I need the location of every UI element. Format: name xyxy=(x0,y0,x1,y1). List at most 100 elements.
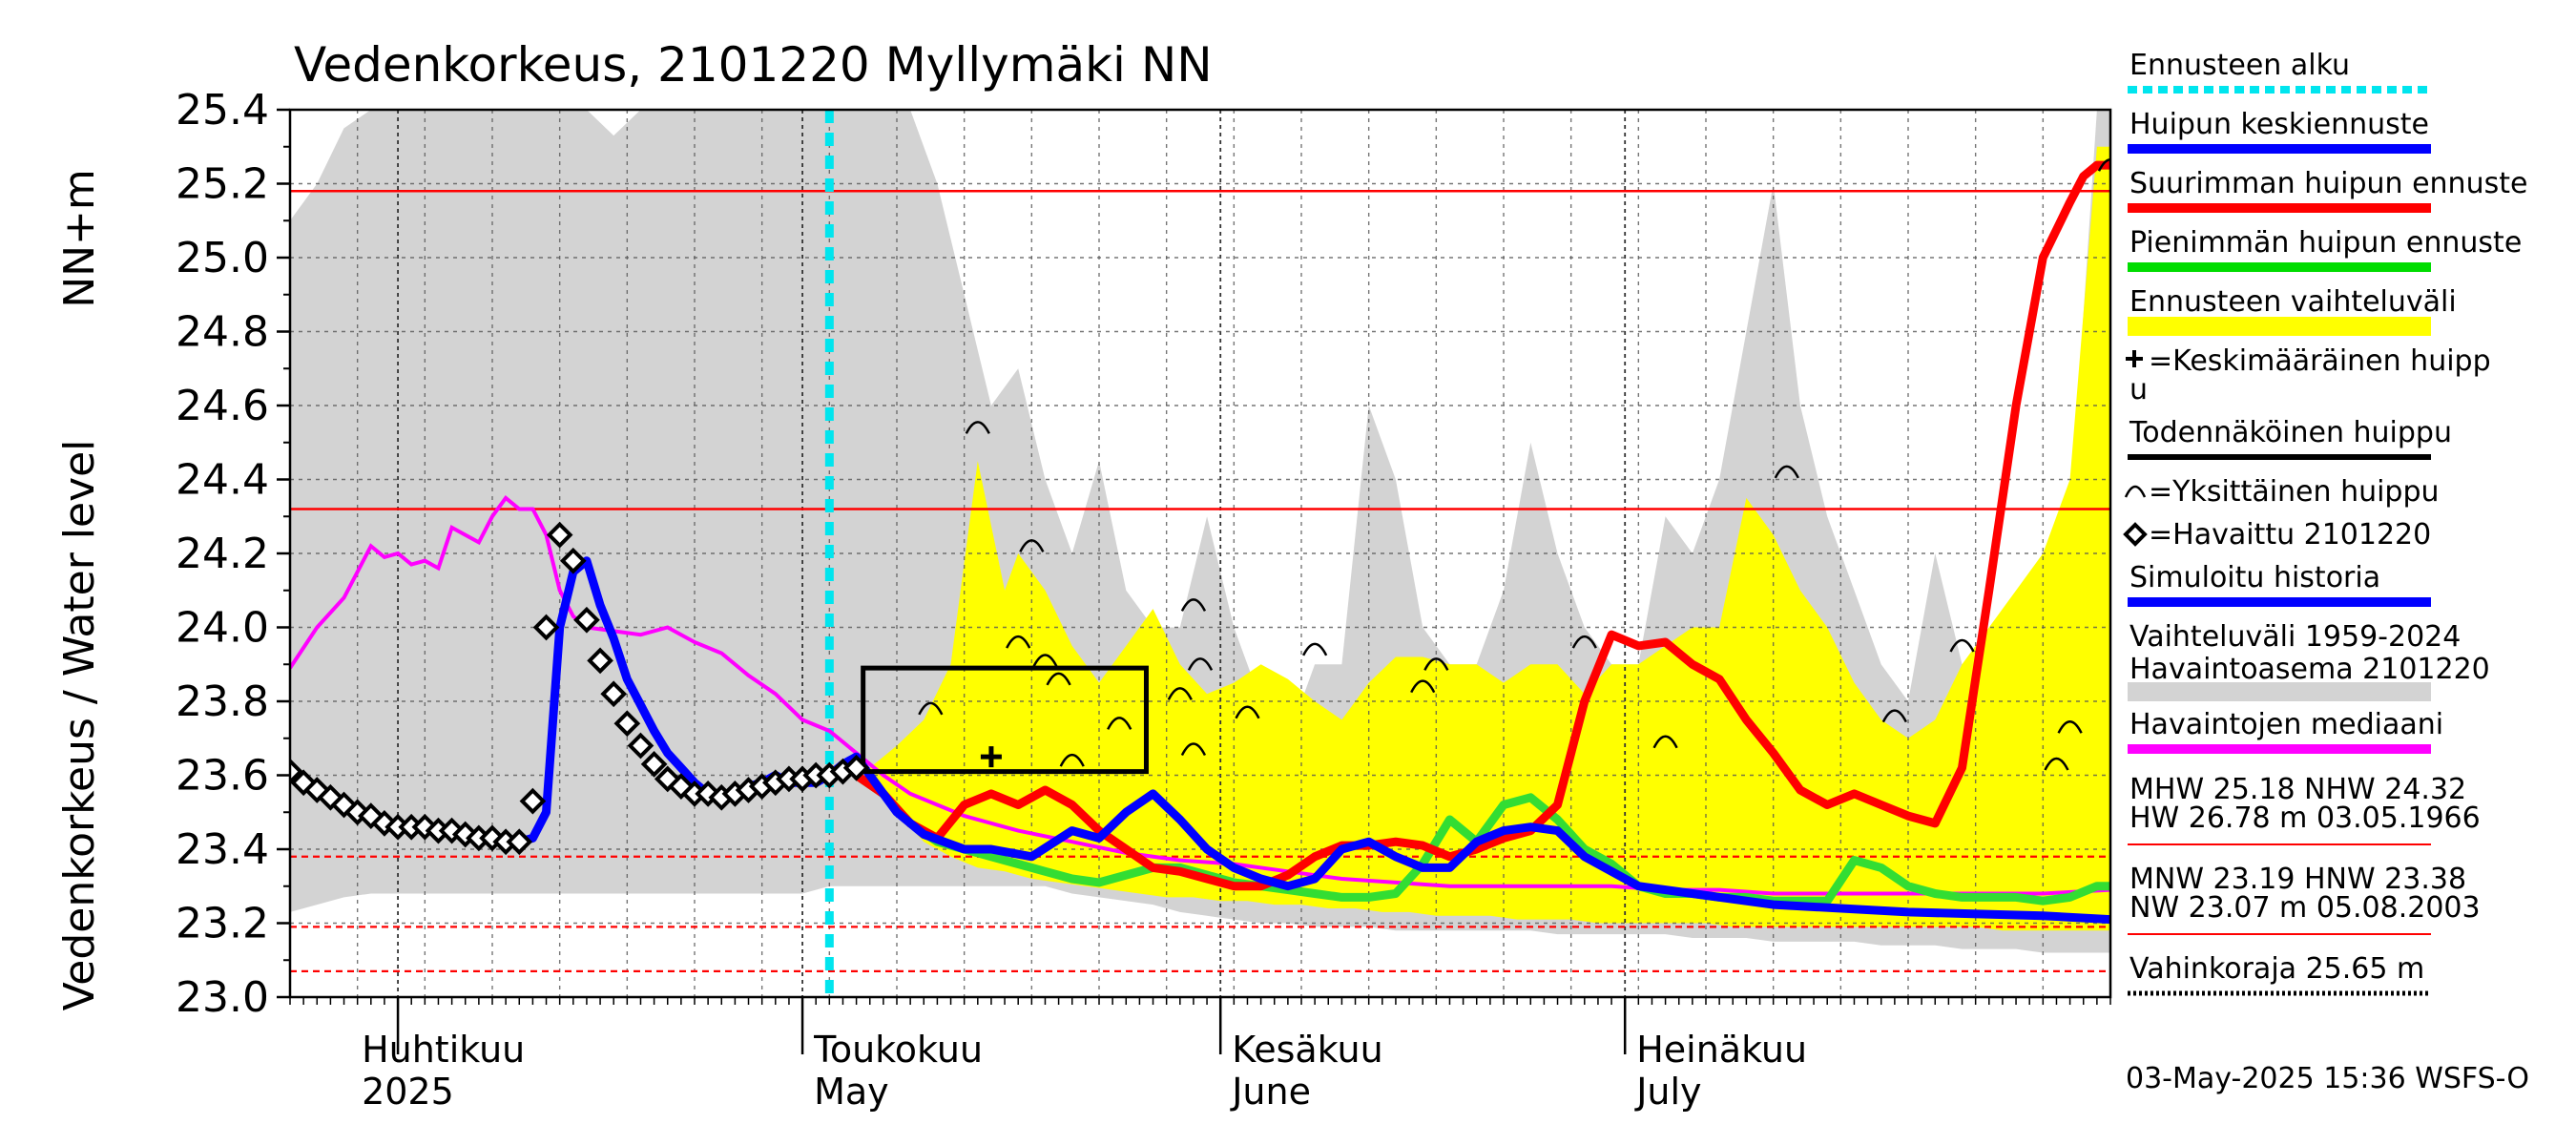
single-peak-marker xyxy=(1180,598,1207,612)
observed-point xyxy=(506,828,533,856)
observed-point xyxy=(290,758,303,785)
legend-label: Vaihteluväli 1959-2024 xyxy=(2129,620,2461,654)
plot-area xyxy=(290,110,2110,997)
legend-label: Pienimmän huipun ennuste xyxy=(2129,226,2522,260)
min-peak-forecast-line xyxy=(854,771,2110,906)
legend-label: =Keskimääräinen huipp xyxy=(2149,344,2491,378)
observed-point xyxy=(546,521,573,549)
y-tick-label: 23.2 xyxy=(176,900,269,948)
y-tick-label: 23.6 xyxy=(176,752,269,801)
legend-swatch xyxy=(2128,682,2431,701)
y-tick-label: 24.8 xyxy=(176,308,269,357)
footer-timestamp: 03-May-2025 15:36 WSFS-O xyxy=(2126,1062,2529,1095)
observed-point xyxy=(532,614,560,641)
y-tick-label: 25.4 xyxy=(176,86,269,135)
observed-point xyxy=(600,680,628,708)
single-peak-marker xyxy=(1949,638,1975,653)
single-peak-marker xyxy=(1187,657,1214,671)
single-peak-marker xyxy=(1571,635,1597,649)
x-month-sublabel: July xyxy=(1634,1071,1701,1113)
legend-label: =Havaittu 2101220 xyxy=(2149,518,2431,552)
y-tick-label: 24.2 xyxy=(176,530,269,578)
legend-item: =Yksittäinen huippu xyxy=(2124,475,2440,509)
legend-label: Ennusteen vaihteluväli xyxy=(2129,285,2457,319)
legend-item: =Keskimääräinen huippu xyxy=(2126,344,2491,406)
legend-item: Pienimmän huipun ennuste xyxy=(2128,226,2522,272)
stats-line: MHW 25.18 NHW 24.32 xyxy=(2129,773,2466,806)
legend-label: =Yksittäinen huippu xyxy=(2149,475,2440,509)
x-month-label: Toukokuu xyxy=(813,1029,983,1071)
legend-label-continued: Havaintoasema 2101220 xyxy=(2129,653,2490,686)
axes: 23.0 23.2 23.4 23.6 23.8 24.0 24.2 24.4 24.6 24.8… xyxy=(176,86,2112,1113)
observed-point xyxy=(573,606,600,634)
x-month-label: Kesäkuu xyxy=(1232,1029,1383,1071)
single-peak-marker xyxy=(1774,465,1799,479)
y-tick-label: 23.4 xyxy=(176,825,269,874)
legend-label: Suurimman huipun ennuste xyxy=(2129,167,2527,200)
single-peak-marker xyxy=(965,421,990,434)
legend-label: Huipun keskiennuste xyxy=(2129,108,2429,141)
legend-symbol-diamond xyxy=(2123,522,2148,547)
observed-point xyxy=(519,787,547,815)
legend-label: Simuloitu historia xyxy=(2129,561,2380,594)
legend-symbol-plus xyxy=(2126,350,2143,367)
legend-label: Todennäköinen huippu xyxy=(2129,416,2452,449)
y-tick-label: 25.0 xyxy=(176,234,269,282)
probable-peak-box xyxy=(861,665,1149,775)
simulated-history-line xyxy=(518,556,2110,925)
single-peak-marker xyxy=(2057,720,2083,734)
y-axis-label: Vedenkorkeus / Water level xyxy=(55,440,104,1011)
legend-item: Ennusteen vaihteluväli xyxy=(2128,285,2457,336)
single-peak-marker xyxy=(918,701,944,716)
y-tick-label: 23.0 xyxy=(176,973,269,1022)
legend-swatch xyxy=(2128,317,2431,336)
legend-item: Suurimman huipun ennuste xyxy=(2128,167,2527,213)
legend-item: Vaihteluväli 1959-2024 Havaintoasema 210… xyxy=(2128,620,2490,701)
y-tick-label: 23.8 xyxy=(176,677,269,726)
observed-point xyxy=(842,754,870,781)
y-tick-label: 24.4 xyxy=(176,456,269,505)
observed-point xyxy=(627,732,654,760)
single-peak-marker xyxy=(1423,657,1449,671)
legend-item: Huipun keskiennuste xyxy=(2128,108,2431,154)
single-peak-marker xyxy=(1410,679,1436,694)
legend: Ennusteen alku Huipun keskiennuste Suurimm… xyxy=(2123,49,2527,996)
single-peak-marker xyxy=(1180,742,1207,757)
stats-line: NW 23.07 m 05.08.2003 xyxy=(2129,891,2481,925)
y-tick-label: 25.2 xyxy=(176,160,269,209)
single-peak-marker xyxy=(1046,672,1071,686)
legend-label-continued: u xyxy=(2129,373,2148,406)
single-peak-marker xyxy=(1652,735,1678,749)
single-peak-marker xyxy=(1235,705,1260,719)
single-peak-marker xyxy=(1032,654,1058,668)
legend-item: Havaintojen mediaani xyxy=(2128,708,2443,754)
legend-item: Todennäköinen huippu xyxy=(2128,416,2452,460)
single-peak-marker xyxy=(2044,757,2069,771)
single-peak-marker xyxy=(2097,158,2110,172)
legend-label: Havaintojen mediaani xyxy=(2129,708,2443,741)
max-peak-forecast-line xyxy=(854,160,2110,891)
stats-block: Vahinkoraja 25.65 m xyxy=(2128,952,2431,996)
single-peak-marker xyxy=(1107,717,1132,730)
chart-title: Vedenkorkeus, 2101220 Myllymäki NN xyxy=(294,37,1213,93)
observed-point xyxy=(640,751,668,778)
forecast-range-band xyxy=(869,146,2110,931)
legend-item: Ennusteen alku xyxy=(2128,49,2431,94)
x-month-sublabel: June xyxy=(1230,1071,1311,1113)
legend-label: Ennusteen alku xyxy=(2129,49,2350,82)
y-axis-unit-label: NN+m xyxy=(55,169,104,308)
x-month-sublabel: 2025 xyxy=(362,1071,454,1113)
stats-line: MNW 23.19 HNW 23.38 xyxy=(2129,863,2466,896)
stats-line: Vahinkoraja 25.65 m xyxy=(2129,952,2424,986)
y-tick-label: 24.6 xyxy=(176,382,269,430)
single-peak-marker xyxy=(1302,642,1328,656)
median-line xyxy=(290,495,2110,896)
x-month-label: Heinäkuu xyxy=(1636,1029,1807,1071)
legend-item: Simuloitu historia xyxy=(2128,561,2431,607)
single-peak-marker xyxy=(1167,687,1193,700)
observed-point xyxy=(587,647,613,675)
mean-peak-marker xyxy=(980,746,1002,768)
